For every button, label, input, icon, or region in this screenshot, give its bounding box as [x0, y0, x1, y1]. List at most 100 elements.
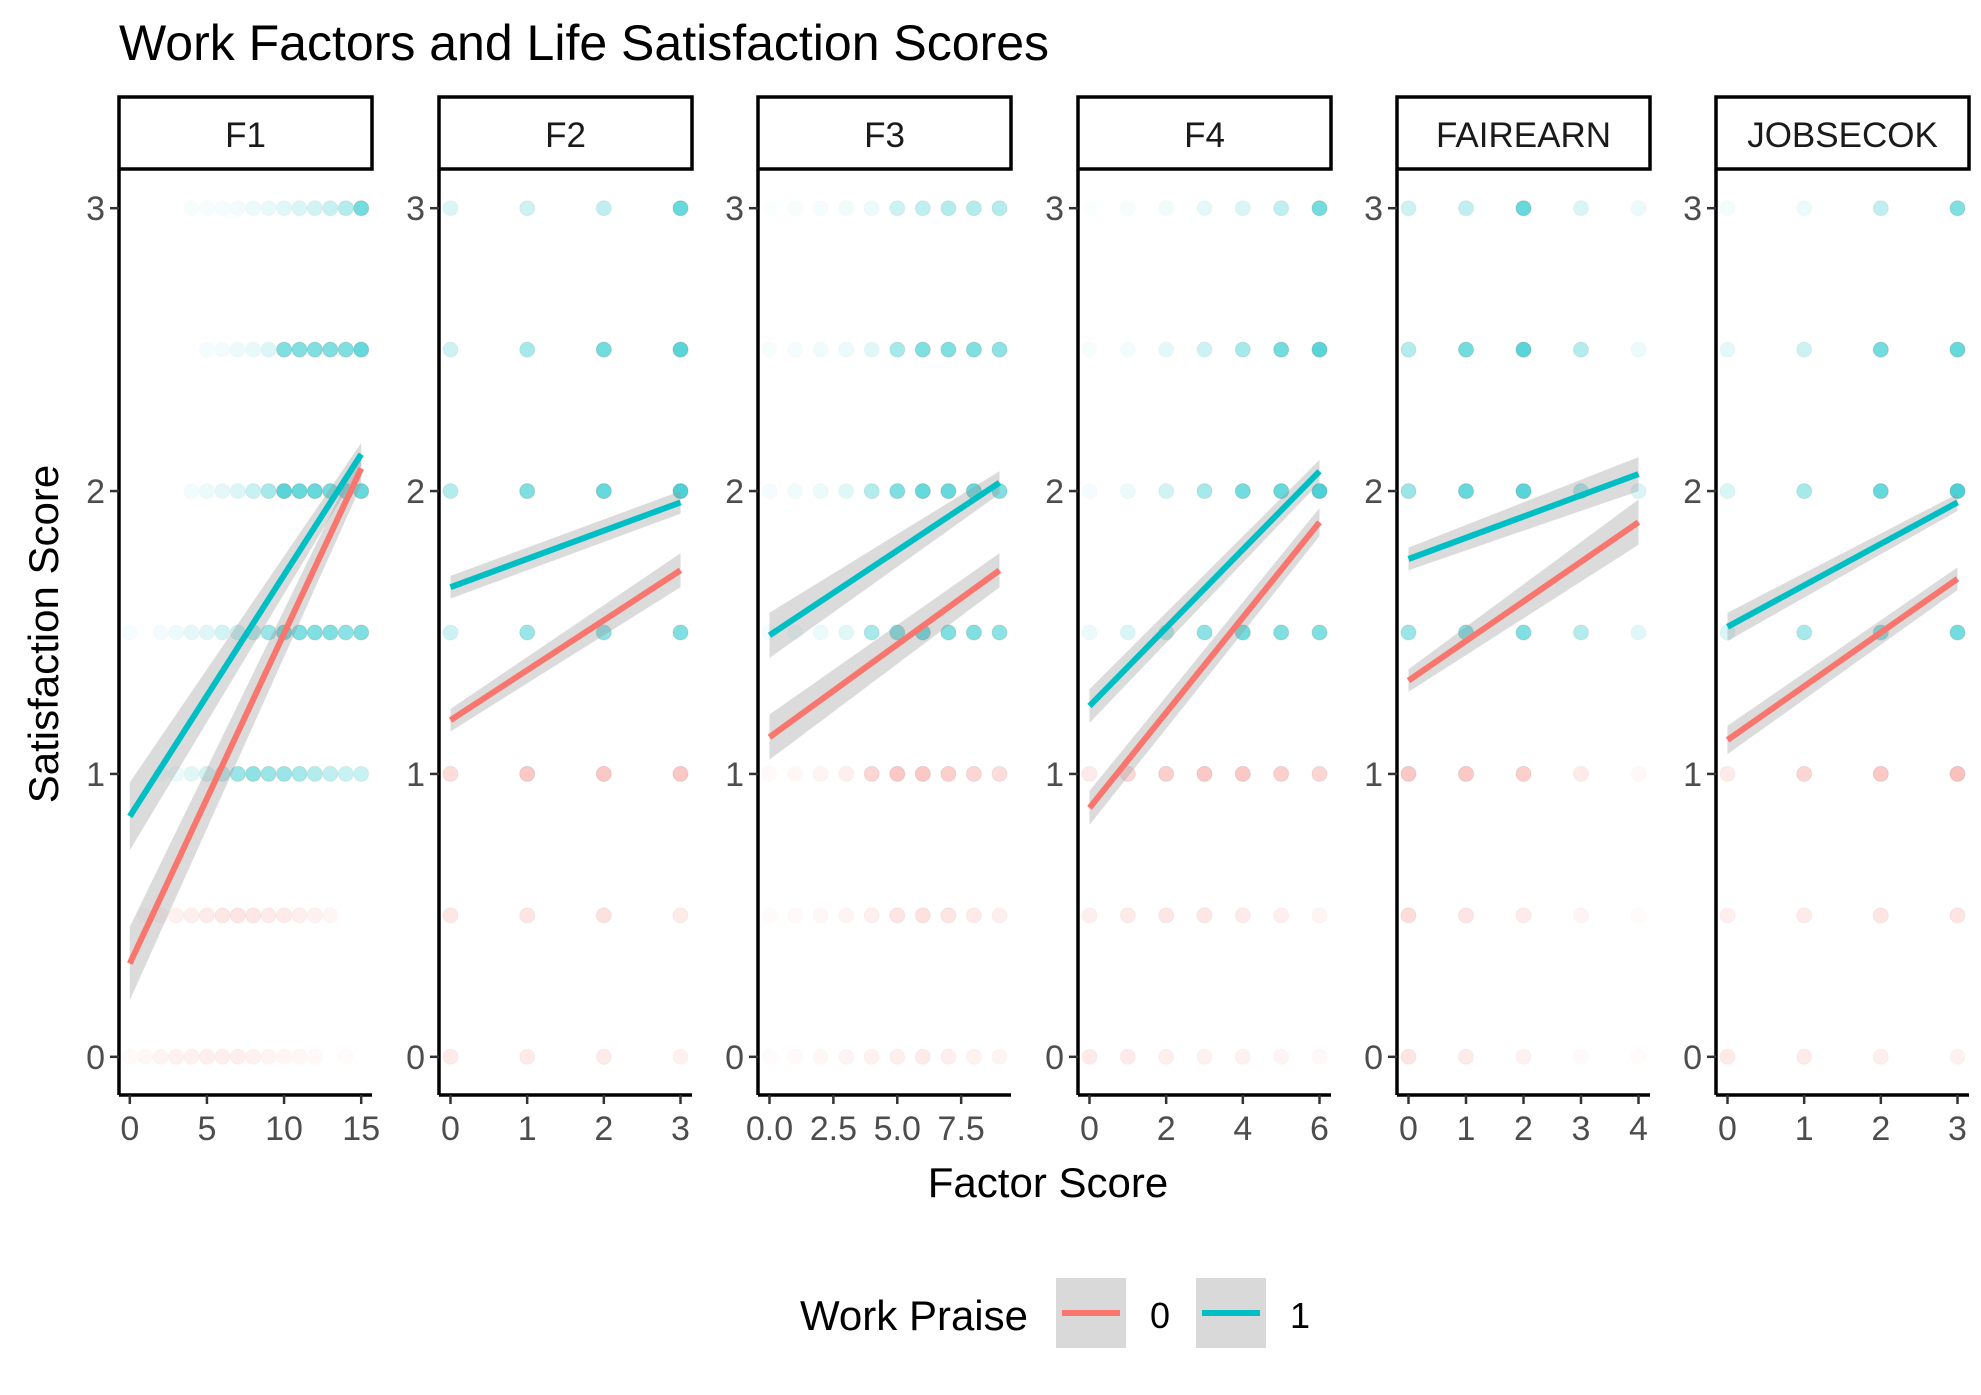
data-point	[787, 1049, 803, 1065]
data-point	[1949, 483, 1966, 500]
data-point	[306, 624, 323, 641]
data-point	[1273, 200, 1290, 217]
data-point	[184, 625, 199, 640]
data-point	[306, 341, 323, 358]
trend-line-0	[1725, 576, 1960, 743]
data-point	[940, 1048, 957, 1065]
data-point	[1158, 200, 1174, 216]
data-point	[1234, 765, 1251, 782]
data-point	[1196, 907, 1213, 924]
data-point	[214, 1048, 231, 1065]
facet-strip	[1395, 95, 1652, 171]
y-tick-label: 3	[1683, 190, 1702, 228]
data-point	[1400, 907, 1417, 924]
data-point	[1573, 341, 1589, 358]
data-point	[762, 201, 777, 216]
data-point	[762, 766, 777, 782]
data-point	[1796, 624, 1813, 641]
data-point	[864, 200, 880, 216]
data-point	[322, 907, 338, 923]
data-point	[291, 341, 308, 358]
data-point	[337, 200, 354, 217]
data-point	[1120, 201, 1135, 216]
x-tick-label: 2	[1157, 1110, 1176, 1148]
data-point	[519, 907, 536, 924]
facet-panel-f4: F4 0 1 2 3 0 2 4 6	[1045, 95, 1333, 1148]
facet-strip-label: F2	[545, 116, 586, 155]
data-point	[322, 341, 339, 358]
x-tick-label: 10	[265, 1110, 303, 1148]
data-point	[168, 907, 184, 923]
data-point	[183, 907, 200, 924]
data-point	[245, 200, 261, 216]
y-tick-label: 2	[406, 473, 425, 511]
data-point	[292, 1049, 307, 1065]
data-point	[214, 907, 231, 924]
x-axis-title: Factor Score	[928, 1159, 1168, 1206]
data-points	[762, 200, 1008, 1065]
data-point	[1234, 483, 1251, 500]
data-point	[1312, 1049, 1327, 1065]
data-point	[1081, 1048, 1098, 1065]
data-point	[1400, 200, 1417, 217]
data-point	[1516, 1049, 1531, 1065]
data-point	[1872, 907, 1889, 924]
data-point	[307, 1049, 323, 1065]
x-tick-label: 1	[518, 1110, 537, 1148]
data-point	[914, 483, 931, 500]
y-tick-label: 2	[1683, 473, 1702, 511]
facet-strip-label: F4	[1184, 116, 1225, 155]
data-point	[1872, 341, 1889, 358]
data-point	[1400, 341, 1417, 358]
data-point	[864, 1049, 880, 1065]
data-point	[153, 625, 169, 640]
data-point	[1872, 200, 1889, 217]
data-point	[762, 908, 777, 923]
data-point	[168, 1049, 184, 1065]
trend-line-1	[767, 480, 1002, 638]
data-point	[307, 907, 323, 923]
data-point	[672, 341, 689, 358]
data-point	[838, 907, 854, 923]
data-points	[122, 200, 370, 1065]
data-point	[1234, 341, 1251, 358]
trend-line-0	[448, 567, 683, 723]
data-point	[214, 200, 230, 216]
legend: Work Praise 0 1	[800, 1278, 1310, 1348]
x-tick-label: 5.0	[874, 1110, 921, 1148]
data-point	[1119, 907, 1136, 924]
data-point	[1949, 765, 1966, 782]
x-tick-label: 3	[1572, 1110, 1591, 1148]
data-point	[137, 1049, 153, 1065]
y-tick-label: 1	[1045, 756, 1064, 794]
data-point	[673, 1049, 688, 1065]
y-tick-label: 0	[725, 1039, 744, 1077]
data-point	[940, 341, 957, 358]
x-tick-label: 4	[1233, 1110, 1252, 1148]
data-point	[184, 201, 199, 216]
data-point	[1631, 766, 1646, 782]
data-point	[245, 1049, 261, 1065]
trend-line-1	[1407, 471, 1640, 562]
x-tick-label: 1	[1795, 1110, 1814, 1148]
trend-line-0	[1406, 519, 1641, 684]
data-point	[940, 765, 957, 782]
data-point	[1119, 624, 1136, 641]
data-point	[1400, 483, 1417, 500]
data-point	[965, 907, 982, 924]
data-point	[198, 1048, 215, 1065]
data-point	[787, 342, 803, 358]
data-point	[1235, 1049, 1251, 1065]
data-point	[1273, 765, 1290, 782]
data-point	[863, 765, 880, 782]
data-point	[353, 765, 370, 782]
facet-strip-label: F1	[225, 116, 266, 155]
data-point	[198, 765, 215, 782]
data-point	[965, 341, 982, 358]
data-point	[838, 200, 854, 216]
data-point	[1796, 765, 1813, 782]
data-point	[914, 200, 931, 217]
data-point	[1796, 1048, 1813, 1065]
data-point	[214, 624, 231, 641]
